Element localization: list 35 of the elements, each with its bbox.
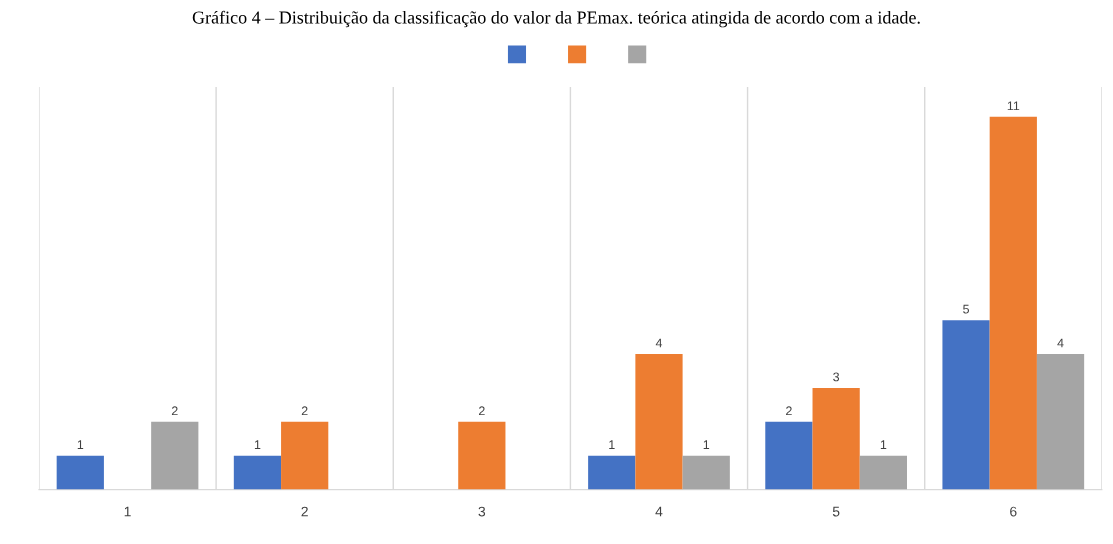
data-label: 11 [1007, 101, 1020, 111]
data-label: 1 [880, 440, 887, 449]
x-tick-label: 4 [655, 506, 663, 517]
data-label: 1 [77, 440, 84, 449]
bar [281, 421, 329, 490]
x-tick-label: 2 [301, 506, 308, 517]
data-label: 1 [254, 440, 261, 449]
x-tick-label: 3 [478, 506, 486, 517]
data-label: 1 [703, 440, 710, 449]
bar [233, 455, 282, 490]
bar [458, 421, 506, 490]
bar [1036, 354, 1085, 490]
data-label: 5 [963, 304, 970, 314]
x-tick-label: 5 [832, 506, 840, 517]
data-label: 3 [833, 372, 840, 382]
bar [765, 421, 813, 490]
bar [812, 387, 860, 490]
data-label: 4 [1057, 338, 1064, 348]
bar [56, 455, 104, 490]
bar [859, 455, 907, 490]
bar [635, 354, 683, 490]
data-label: 4 [655, 338, 663, 348]
bar [588, 455, 636, 490]
data-label: 2 [171, 406, 178, 416]
x-tick-label: 1 [124, 506, 131, 517]
data-label: 2 [301, 406, 308, 416]
data-label: 1 [609, 440, 615, 449]
bar [942, 320, 990, 490]
bar [682, 455, 730, 490]
bar [151, 421, 199, 490]
data-label: 2 [478, 406, 485, 416]
x-tick-label: 6 [1010, 506, 1017, 517]
bar [989, 116, 1037, 490]
chart-title: Gráfico 4 – Distribuição da classificação do valor da PEmax. teórica atingida de acordo com a idade. [192, 10, 920, 28]
data-label: 2 [786, 406, 792, 416]
